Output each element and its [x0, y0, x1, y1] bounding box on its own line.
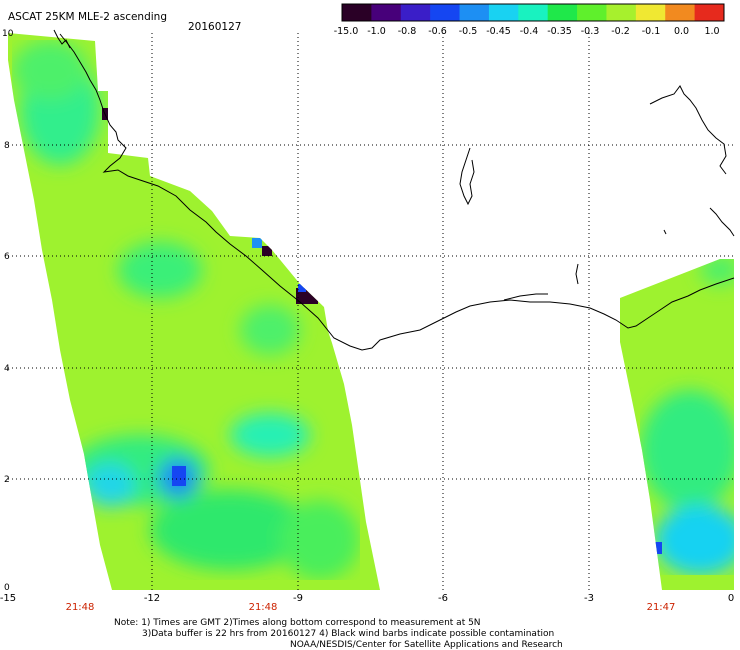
colorbar-swatch [400, 4, 431, 21]
colorbar-label: -0.8 [398, 26, 417, 37]
colorbar-label: -0.3 [581, 26, 600, 37]
colorbar-label: -15.0 [334, 26, 359, 37]
colorbar-swatch [694, 4, 725, 21]
colorbar-label: -0.5 [459, 26, 478, 37]
y-tick-label: 0 [4, 583, 10, 593]
note-line-1: Note: 1) Times are GMT 2)Times along bot… [114, 618, 481, 628]
note-line-2: 3)Data buffer is 22 hrs from 20160127 4)… [142, 629, 554, 639]
colorbar-label: -0.4 [520, 26, 539, 37]
colorbar-labels: -15.0 -1.0 -0.8 -0.6 -0.5 -0.45 -0.4 -0.35 -0.3-… [334, 26, 720, 37]
colorbar-label: -0.35 [547, 26, 572, 37]
x-tick-label: -6 [438, 593, 448, 604]
colorbar-swatch [577, 4, 607, 21]
y-axis: 0 2 4 6 8 10 [2, 29, 14, 593]
colorbar-label: 1.0 [704, 26, 719, 37]
colorbar-legend: -15.0 -1.0 -0.8 -0.6 -0.5 -0.45 -0.4 -0.35 -0.3-… [334, 3, 725, 37]
colorbar-label: 0.0 [674, 26, 689, 37]
colorbar-swatch [459, 4, 490, 21]
y-tick-label: 10 [2, 29, 14, 39]
colorbar-label: -0.1 [642, 26, 661, 37]
pass-time-label: 21:47 [647, 602, 676, 613]
y-tick-label: 2 [4, 475, 10, 485]
colorbar-label: -0.2 [611, 26, 630, 37]
x-tick-label: 0 [728, 593, 734, 604]
colorbar-label: -0.6 [428, 26, 447, 37]
x-axis: -15 -12 -9 -6 -3 0 [0, 593, 734, 604]
map-date: 20160127 [188, 21, 241, 33]
x-tick-label: -3 [584, 593, 594, 604]
right-swath [620, 259, 734, 590]
left-swath [8, 33, 380, 590]
pass-time-label: 21:48 [66, 602, 95, 613]
grid-lines [8, 33, 734, 590]
map-title: ASCAT 25KM MLE-2 ascending [8, 11, 167, 23]
colorbar-swatch [342, 4, 372, 21]
x-tick-label: -9 [293, 593, 303, 604]
y-tick-label: 6 [4, 252, 10, 262]
colorbar-swatch [430, 4, 461, 21]
colorbar-swatches [341, 3, 725, 22]
note-line-3: NOAA/NESDIS/Center for Satellite Applica… [290, 640, 563, 650]
colorbar-label: -1.0 [367, 26, 386, 37]
footer-notes: Note: 1) Times are GMT 2)Times along bot… [114, 618, 563, 650]
x-tick-label: -15 [0, 593, 16, 604]
colorbar-label: -0.45 [486, 26, 511, 37]
colorbar-swatch [518, 4, 549, 21]
x-tick-label: -12 [144, 593, 160, 604]
colorbar-swatch [606, 4, 637, 21]
colorbar-border [341, 3, 725, 22]
colorbar-swatch [371, 4, 402, 21]
coastline [53, 29, 735, 351]
colorbar-swatch [488, 4, 519, 21]
pass-time-label: 21:48 [249, 602, 278, 613]
pass-times: 21:48 21:48 21:47 [66, 602, 676, 613]
colorbar-swatch [665, 4, 696, 21]
y-tick-label: 4 [4, 364, 10, 374]
colorbar-swatch [547, 4, 578, 21]
colorbar-swatch [635, 4, 666, 21]
y-tick-label: 8 [4, 141, 10, 151]
